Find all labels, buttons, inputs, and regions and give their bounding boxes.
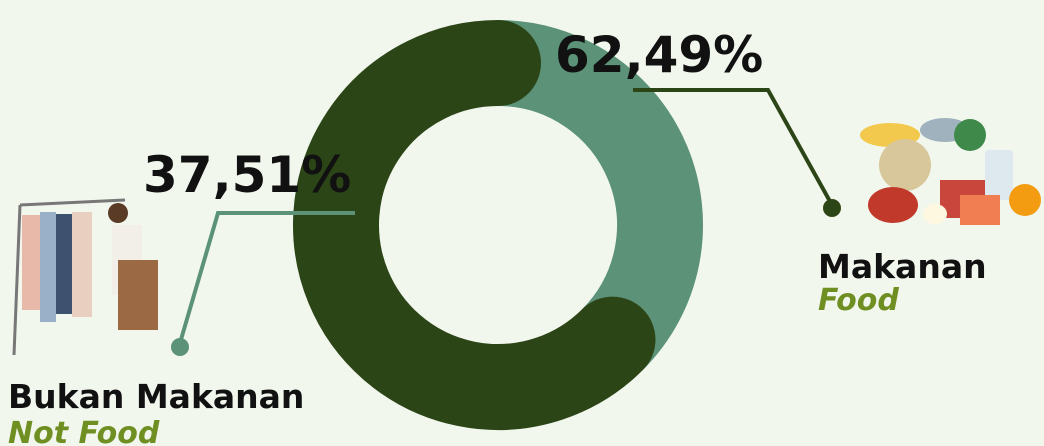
donut <box>293 20 703 430</box>
leader-dot <box>171 338 189 356</box>
leader-line <box>633 88 834 206</box>
value-label: 62,49% <box>555 26 763 84</box>
value-label: 37,51% <box>143 146 351 204</box>
category-label: Bukan Makanan <box>8 377 304 416</box>
leader-dot <box>823 199 841 217</box>
category-label: Makanan <box>818 247 987 286</box>
food-icon <box>860 118 1041 225</box>
donut-segment <box>496 20 703 371</box>
category-label-en: Food <box>818 283 899 318</box>
donut-segment <box>293 20 656 430</box>
leader-line <box>178 211 355 344</box>
category-label-en: Not Food <box>8 416 160 446</box>
clothes-rack-icon <box>12 198 158 356</box>
